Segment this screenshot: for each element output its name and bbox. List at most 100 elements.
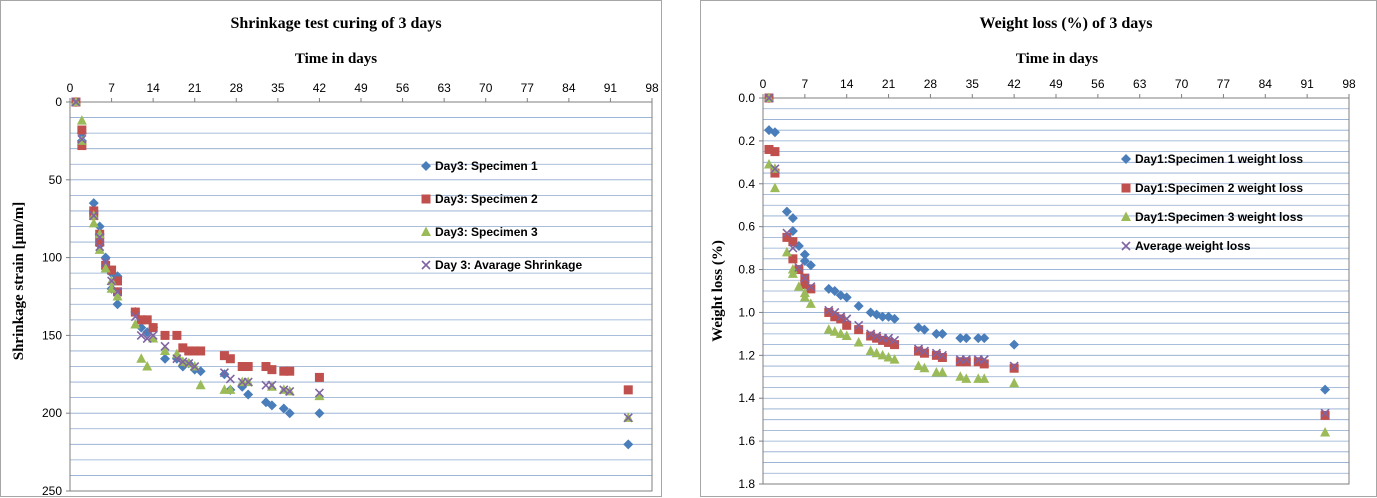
data-point <box>1320 385 1330 395</box>
y-tick-label: 1.4 <box>738 391 755 405</box>
x-tick-label: 98 <box>1342 77 1356 91</box>
data-point <box>854 301 864 311</box>
x-tick-label: 49 <box>1049 77 1063 91</box>
data-point <box>788 213 798 223</box>
legend: Day1:Specimen 1 weight loss Day1:Specimen… <box>1121 152 1303 253</box>
data-point <box>314 408 324 418</box>
y-tick-label: 1.6 <box>738 434 755 448</box>
y-tick-label: 0.8 <box>738 263 755 277</box>
x-tick-label: 63 <box>437 81 451 95</box>
legend-marker <box>422 261 430 269</box>
series-day1-specimen-2-weight-loss <box>764 94 1329 420</box>
x-tick-label: 91 <box>1300 77 1314 91</box>
weight-loss-chart-panel: Weight loss (%) of 3 days Time in days W… <box>700 0 1377 497</box>
x-tick-label: 70 <box>1175 77 1189 91</box>
data-point <box>131 308 140 317</box>
y-tick-label: 1.0 <box>738 305 755 319</box>
x-tick-label: 63 <box>1133 77 1147 91</box>
gridlines <box>70 102 652 491</box>
x-tick-label: 56 <box>396 81 410 95</box>
data-point <box>854 325 863 334</box>
data-point <box>623 439 633 449</box>
legend-marker <box>1122 242 1130 250</box>
data-point <box>244 362 253 371</box>
x-tick-label: 35 <box>966 77 980 91</box>
x-tick-label: 14 <box>146 81 160 95</box>
x-tick-label: 42 <box>313 81 327 95</box>
y-tick-label: 200 <box>42 406 62 420</box>
legend-label: Day1:Specimen 1 weight loss <box>1135 152 1303 166</box>
data-point <box>161 331 170 340</box>
data-point <box>77 126 86 135</box>
data-point <box>937 329 947 339</box>
data-point <box>782 207 792 217</box>
legend-marker <box>422 195 431 204</box>
series-day3-specimen-2 <box>71 98 632 395</box>
y-tick-label: 50 <box>49 173 63 187</box>
x-tick-label: 21 <box>188 81 202 95</box>
data-point <box>285 367 294 376</box>
data-point <box>136 353 146 363</box>
x-tick-label: 70 <box>479 81 493 95</box>
data-point <box>219 369 229 379</box>
legend-label: Day3: Specimen 1 <box>435 159 538 173</box>
data-point <box>77 115 87 125</box>
legend-label: Day1:Specimen 2 weight loss <box>1135 181 1303 195</box>
data-point <box>315 373 324 382</box>
data-point <box>624 385 633 394</box>
data-point <box>160 354 170 364</box>
data-point <box>172 331 181 340</box>
y-tick-label: 0.6 <box>738 220 755 234</box>
legend: Day3: Specimen 1 Day3: Specimen 2 Day3: Sp… <box>421 159 583 272</box>
data-point <box>854 337 864 347</box>
x-tick-label: 0 <box>760 77 767 91</box>
y-axis-title: Shrinkage strain [μm/m] <box>11 202 27 361</box>
y-tick-label: 100 <box>42 251 62 265</box>
data-point <box>226 354 235 363</box>
legend-label: Day3: Specimen 2 <box>435 192 538 206</box>
x-tick-label: 28 <box>230 81 244 95</box>
x-tick-label: 77 <box>1217 77 1231 91</box>
data-point <box>113 299 123 309</box>
weight-loss-chart: Weight loss (%) of 3 days Time in days W… <box>701 1 1377 498</box>
data-point <box>980 359 989 368</box>
plot-area-border <box>70 102 652 491</box>
y-tick-label: 1.8 <box>738 477 755 491</box>
chart-title: Weight loss (%) of 3 days <box>980 15 1153 32</box>
legend-marker <box>421 161 431 171</box>
x-tick-label: 0 <box>67 81 74 95</box>
x-tick-label: 28 <box>924 77 938 91</box>
x-tick-label: 49 <box>354 81 368 95</box>
y-tick-label: 0.0 <box>738 91 755 105</box>
legend-label: Day3: Specimen 3 <box>435 225 538 239</box>
x-tick-label: 77 <box>521 81 535 95</box>
x-tick-label: 21 <box>882 77 896 91</box>
x-tick-label: 7 <box>108 81 115 95</box>
data-point <box>196 346 205 355</box>
x-tick-label: 84 <box>562 81 576 95</box>
legend-label: Day 3: Avarage Shrinkage <box>435 258 583 272</box>
data-point <box>1009 340 1019 350</box>
x-tick-label: 7 <box>802 77 809 91</box>
chart-title: Shrinkage test curing of 3 days <box>230 15 441 32</box>
x-axis-title: Time in days <box>1016 51 1098 67</box>
y-axis-title: Weight loss (%) <box>710 240 726 342</box>
x-tick-label: 56 <box>1091 77 1105 91</box>
legend-marker <box>1122 184 1131 193</box>
y-tick-label: 0.2 <box>738 134 755 148</box>
x-tick-label: 84 <box>1259 77 1273 91</box>
x-tick-label: 42 <box>1007 77 1021 91</box>
y-tick-label: 1.2 <box>738 348 755 362</box>
x-tick-label: 14 <box>840 77 854 91</box>
x-tick-label: 35 <box>271 81 285 95</box>
data-point <box>1320 427 1330 437</box>
shrinkage-chart: Shrinkage test curing of 3 days Time in … <box>1 1 663 498</box>
y-tick-label: 0.4 <box>738 177 755 191</box>
data-point <box>961 333 971 343</box>
data-point <box>267 365 276 374</box>
x-tick-label: 98 <box>645 81 659 95</box>
y-tick-label: 0 <box>55 95 62 109</box>
legend-label: Day1:Specimen 3 weight loss <box>1135 210 1303 224</box>
data-point <box>770 147 779 156</box>
shrinkage-chart-panel: Shrinkage test curing of 3 days Time in … <box>0 0 662 497</box>
